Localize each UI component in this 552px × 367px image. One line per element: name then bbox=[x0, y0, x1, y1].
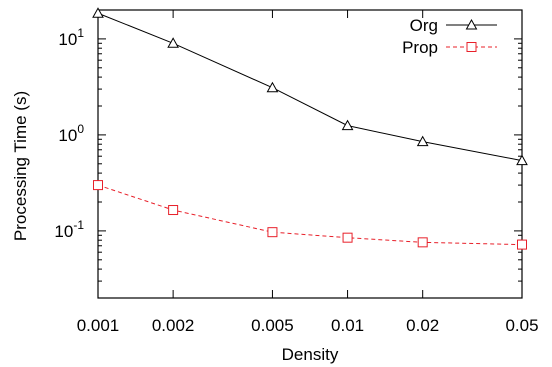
data-point bbox=[168, 205, 179, 216]
data-point bbox=[92, 7, 104, 18]
series-line bbox=[97, 184, 523, 246]
axis-ticks: 0.001 0.002 0.005 0.01 0.02 0.05 101 100 10-1 bbox=[54, 9, 539, 335]
x-tick-label: 0.02 bbox=[406, 316, 439, 335]
x-tick-label: 0.001 bbox=[77, 316, 120, 335]
x-tick-label: 0.002 bbox=[152, 316, 195, 335]
x-tick-label: 0.005 bbox=[251, 316, 294, 335]
data-point bbox=[266, 81, 279, 93]
x-tick-label: 0.01 bbox=[331, 316, 364, 335]
x-tick-label: 0.05 bbox=[505, 316, 538, 335]
data-point bbox=[167, 37, 179, 48]
plot-area bbox=[97, 9, 523, 299]
legend-entry: Prop bbox=[402, 38, 497, 57]
data-point bbox=[341, 119, 354, 131]
legend-label: Org bbox=[410, 16, 438, 35]
legend: Org Prop bbox=[402, 16, 497, 57]
data-point bbox=[267, 227, 278, 238]
data-point bbox=[516, 154, 528, 166]
y-axis-title: Processing Time (s) bbox=[11, 91, 30, 241]
data-point bbox=[466, 42, 477, 52]
data-point bbox=[517, 239, 527, 250]
legend-label: Prop bbox=[402, 38, 438, 57]
data-point bbox=[416, 135, 429, 147]
series-line bbox=[97, 12, 523, 162]
data-point bbox=[465, 18, 478, 30]
data-point bbox=[342, 232, 353, 243]
series-org bbox=[92, 7, 528, 166]
legend-entry: Org bbox=[410, 16, 497, 35]
plot-border bbox=[97, 9, 523, 299]
y-tick-label: 101 bbox=[58, 26, 84, 49]
series-prop bbox=[93, 180, 527, 250]
data-point bbox=[417, 237, 428, 248]
y-tick-label: 10-1 bbox=[54, 218, 84, 241]
series-layer bbox=[92, 7, 528, 250]
data-point bbox=[93, 180, 103, 191]
x-axis-title: Density bbox=[282, 345, 339, 364]
y-tick-label: 100 bbox=[58, 122, 84, 145]
